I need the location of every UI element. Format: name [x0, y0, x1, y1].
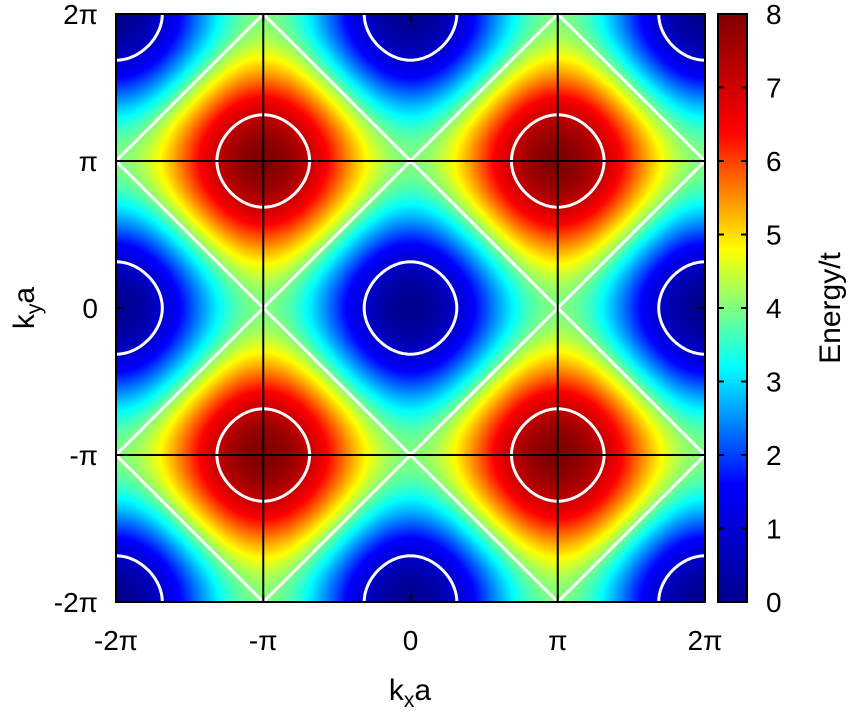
colorbar-tick-label: 2 — [766, 440, 782, 471]
y-tick-label: -2π — [54, 587, 98, 618]
colorbar-tick-label: 4 — [766, 293, 782, 324]
x-tick-label: -π — [249, 625, 278, 656]
colorbar-tick-label: 7 — [766, 73, 782, 104]
contour-solid-4 — [116, 14, 705, 602]
brillouin-zone-lines — [116, 14, 705, 602]
y-axis-label: kya — [8, 287, 46, 330]
y-tick-label: 0 — [82, 293, 98, 324]
x-tick-label: 2π — [688, 625, 723, 656]
colorbar-tick-label: 5 — [766, 220, 782, 251]
contour-dashed-0_9 — [116, 14, 705, 602]
energy-heatmap — [116, 14, 705, 602]
colorbar-tick-label: 6 — [766, 146, 782, 177]
y-tick-label: 2π — [63, 0, 98, 30]
colorbar: 0 1 2 3 4 5 6 7 8 Energy/t — [717, 0, 847, 618]
x-tick-label: π — [548, 625, 567, 656]
contour-dashed-7_1 — [215, 113, 606, 503]
colorbar-tick-label: 3 — [766, 367, 782, 398]
colorbar-tick-label: 1 — [766, 514, 782, 545]
x-axis-label: kxa — [389, 674, 432, 712]
x-axis: -2π -π 0 π 2π kxa — [94, 14, 723, 712]
y-axis: -2π -π 0 π 2π kya — [8, 0, 705, 618]
heatmap-plot-area — [115, 13, 706, 603]
x-tick-label: 0 — [403, 625, 419, 656]
x-tick-label: -2π — [94, 625, 138, 656]
colorbar-label: Energy/t — [814, 251, 847, 363]
y-tick-label: -π — [69, 440, 98, 471]
colorbar-tick-label: 8 — [766, 0, 782, 30]
colorbar-tick-label: 0 — [766, 587, 782, 618]
y-tick-label: π — [79, 146, 98, 177]
contour-layer — [116, 14, 705, 602]
